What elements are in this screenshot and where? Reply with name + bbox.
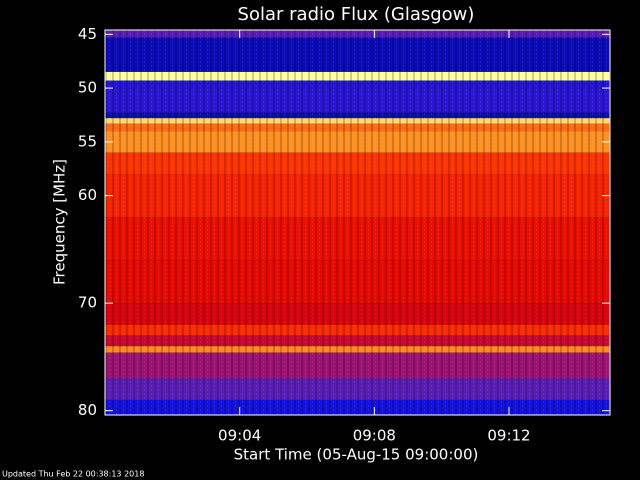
y-tick-label: 80 bbox=[78, 401, 97, 419]
y-tick-label: 55 bbox=[78, 132, 97, 150]
x-axis-label: Start Time (05-Aug-15 09:00:00) bbox=[234, 446, 479, 464]
y-tick-label: 70 bbox=[78, 294, 97, 312]
chart-title: Solar radio Flux (Glasgow) bbox=[238, 4, 475, 25]
y-axis-label: Frequency [MHz] bbox=[51, 159, 69, 285]
x-tick-label: 09:04 bbox=[218, 427, 261, 445]
x-tick-label: 09:08 bbox=[353, 427, 396, 445]
x-tick-label: 09:12 bbox=[487, 427, 530, 445]
y-tick-label: 45 bbox=[78, 25, 97, 43]
y-tick-label: 60 bbox=[78, 186, 97, 204]
plot-frame bbox=[104, 29, 611, 416]
footer: Updated Thu Feb 22 00:38:13 2018 bbox=[2, 470, 144, 479]
y-tick-label: 50 bbox=[78, 79, 97, 97]
texture bbox=[105, 30, 610, 415]
